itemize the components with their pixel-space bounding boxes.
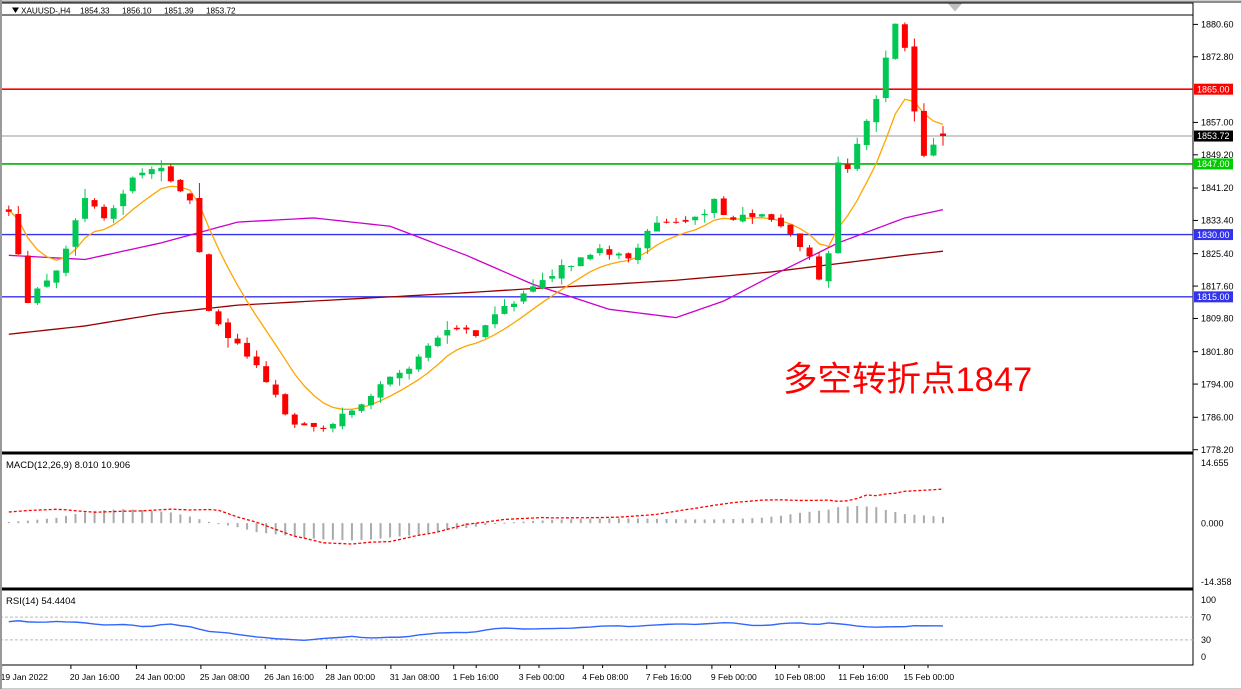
svg-text:19 Jan 2022: 19 Jan 2022 [1, 672, 49, 682]
svg-text:1830.00: 1830.00 [1197, 230, 1230, 240]
svg-text:3 Feb 00:00: 3 Feb 00:00 [519, 672, 565, 682]
svg-text:MACD(12,26,9) 8.010 10.906: MACD(12,26,9) 8.010 10.906 [6, 460, 130, 471]
svg-text:1865.00: 1865.00 [1197, 84, 1230, 94]
svg-text:0.000: 0.000 [1201, 518, 1224, 528]
svg-text:1854.33: 1854.33 [80, 7, 110, 16]
svg-text:1786.00: 1786.00 [1201, 413, 1234, 423]
svg-text:XAUUSD-,H4: XAUUSD-,H4 [21, 7, 71, 16]
svg-text:1851.39: 1851.39 [164, 7, 194, 16]
svg-text:14.655: 14.655 [1201, 458, 1229, 468]
svg-text:1 Feb 16:00: 1 Feb 16:00 [453, 672, 499, 682]
svg-text:-14.358: -14.358 [1201, 577, 1232, 587]
svg-text:0: 0 [1201, 652, 1206, 662]
svg-text:1809.80: 1809.80 [1201, 314, 1234, 324]
svg-text:25 Jan 08:00: 25 Jan 08:00 [200, 672, 250, 682]
svg-text:4 Feb 08:00: 4 Feb 08:00 [582, 672, 628, 682]
svg-text:100: 100 [1201, 595, 1216, 605]
svg-text:24 Jan 00:00: 24 Jan 00:00 [135, 672, 185, 682]
svg-text:30: 30 [1201, 635, 1211, 645]
svg-text:1815.00: 1815.00 [1197, 292, 1230, 302]
svg-text:10 Feb 08:00: 10 Feb 08:00 [775, 672, 826, 682]
svg-text:1817.60: 1817.60 [1201, 281, 1234, 291]
svg-text:1794.00: 1794.00 [1201, 379, 1234, 389]
svg-text:1872.80: 1872.80 [1201, 52, 1234, 62]
svg-text:26 Jan 16:00: 26 Jan 16:00 [264, 672, 314, 682]
svg-text:31 Jan 08:00: 31 Jan 08:00 [390, 672, 440, 682]
svg-text:7 Feb 16:00: 7 Feb 16:00 [646, 672, 692, 682]
svg-text:1847.00: 1847.00 [1197, 159, 1230, 169]
svg-text:多空转折点1847: 多空转折点1847 [783, 361, 1032, 399]
svg-text:1825.40: 1825.40 [1201, 249, 1234, 259]
svg-text:1833.40: 1833.40 [1201, 216, 1234, 226]
svg-text:1857.00: 1857.00 [1201, 118, 1234, 128]
svg-text:15 Feb 00:00: 15 Feb 00:00 [904, 672, 955, 682]
svg-text:20 Jan 16:00: 20 Jan 16:00 [70, 672, 120, 682]
svg-text:1801.80: 1801.80 [1201, 347, 1234, 357]
svg-text:1853.72: 1853.72 [206, 7, 236, 16]
svg-text:1778.20: 1778.20 [1201, 445, 1234, 455]
svg-text:9 Feb 00:00: 9 Feb 00:00 [711, 672, 757, 682]
svg-text:11 Feb 16:00: 11 Feb 16:00 [838, 672, 888, 682]
svg-text:1856.10: 1856.10 [122, 7, 152, 16]
svg-text:RSI(14) 54.4404: RSI(14) 54.4404 [6, 596, 76, 607]
svg-text:1880.60: 1880.60 [1201, 20, 1234, 30]
svg-text:70: 70 [1201, 612, 1211, 622]
svg-text:1841.20: 1841.20 [1201, 183, 1234, 193]
svg-text:28 Jan 00:00: 28 Jan 00:00 [325, 672, 375, 682]
svg-text:1853.72: 1853.72 [1197, 131, 1230, 141]
